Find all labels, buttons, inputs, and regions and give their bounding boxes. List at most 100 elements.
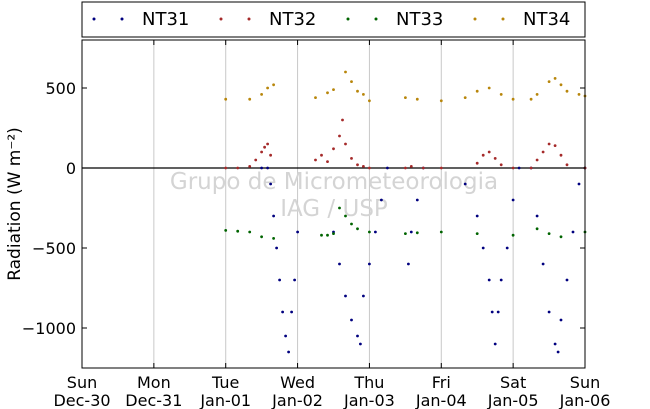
- data-point: [404, 232, 407, 236]
- data-point: [332, 232, 335, 236]
- data-point: [404, 96, 407, 99]
- data-point: [475, 89, 479, 93]
- data-point: [547, 80, 551, 83]
- legend-marker: [120, 17, 124, 21]
- data-point: [275, 246, 278, 250]
- data-point: [559, 318, 563, 322]
- data-point: [248, 165, 252, 168]
- x-tick-date: Jan-06: [559, 391, 611, 409]
- y-axis: −1000 −500 0 500: [22, 79, 585, 338]
- data-point: [511, 198, 515, 202]
- series-nt32: [224, 118, 587, 170]
- data-point: [338, 134, 341, 138]
- data-point: [290, 310, 293, 314]
- data-point: [559, 235, 563, 239]
- y-tick-label: −500: [32, 239, 76, 258]
- y-tick-label: −1000: [22, 319, 76, 338]
- data-point: [547, 142, 551, 146]
- data-point: [272, 83, 275, 87]
- data-point: [374, 230, 377, 234]
- data-point: [236, 166, 240, 170]
- y-tick-label: 500: [45, 79, 76, 98]
- data-point: [490, 310, 494, 314]
- legend-item-nt34: NT34: [473, 9, 570, 30]
- data-point: [260, 150, 263, 154]
- series-nt33: [224, 206, 587, 240]
- data-point: [565, 163, 569, 167]
- x-tick-date: Jan-01: [199, 391, 251, 409]
- data-point: [248, 97, 252, 101]
- x-tick-day: Sun: [67, 373, 97, 392]
- data-point: [341, 118, 344, 122]
- data-point: [368, 99, 371, 103]
- data-point: [368, 166, 371, 170]
- data-point: [278, 278, 281, 282]
- data-point: [511, 233, 515, 237]
- data-point: [517, 166, 521, 170]
- watermark: Grupo de Micrometeorologia IAG / USP: [170, 169, 498, 222]
- data-point: [326, 233, 329, 237]
- data-point: [272, 214, 275, 218]
- data-point: [565, 278, 569, 282]
- plot-area: [81, 39, 586, 369]
- data-point: [463, 182, 467, 186]
- data-point: [314, 158, 317, 162]
- data-point: [547, 310, 551, 314]
- data-point: [356, 334, 359, 338]
- data-point: [350, 80, 353, 83]
- data-point: [356, 89, 359, 93]
- data-point: [577, 182, 581, 186]
- x-tick-date: Jan-02: [271, 391, 323, 409]
- data-point: [362, 165, 365, 168]
- data-point: [350, 318, 353, 322]
- data-point: [320, 233, 323, 237]
- data-point: [350, 157, 353, 160]
- data-point: [356, 227, 359, 231]
- y-tick-label: 0: [66, 159, 76, 178]
- data-point: [553, 77, 557, 80]
- data-point: [529, 166, 533, 170]
- data-point: [553, 144, 557, 148]
- data-point: [529, 97, 533, 101]
- data-point: [362, 294, 365, 298]
- data-point: [284, 334, 287, 338]
- data-point: [368, 262, 371, 266]
- data-point: [463, 96, 467, 99]
- legend-marker: [92, 17, 96, 21]
- x-tick-date: Dec-31: [125, 391, 182, 409]
- data-point: [266, 142, 269, 146]
- x-axis: SunDec-30MonDec-31TueJan-01WedJan-02ThuJ…: [53, 40, 610, 409]
- data-point: [556, 350, 560, 354]
- x-tick-date: Jan-03: [343, 391, 395, 409]
- data-point: [293, 278, 296, 282]
- x-tick-day: Wed: [280, 373, 315, 392]
- data-point: [296, 230, 299, 234]
- data-point: [344, 142, 347, 146]
- data-point: [439, 166, 443, 170]
- data-point: [260, 235, 263, 239]
- data-point: [505, 246, 509, 250]
- data-point: [344, 294, 347, 298]
- legend-item-nt31: NT31: [92, 9, 189, 30]
- legend-marker: [501, 17, 505, 21]
- data-point: [571, 230, 575, 234]
- data-point: [368, 230, 371, 234]
- legend-marker: [247, 17, 251, 21]
- data-point: [362, 93, 365, 96]
- data-point: [439, 230, 443, 234]
- x-tick-date: Jan-04: [415, 391, 467, 409]
- data-point: [547, 232, 551, 236]
- data-point: [421, 166, 425, 170]
- data-point: [409, 230, 413, 234]
- legend-marker: [219, 17, 223, 21]
- data-point: [535, 93, 539, 96]
- data-point: [493, 157, 497, 160]
- x-tick-day: Tue: [211, 373, 239, 392]
- data-point: [553, 342, 557, 346]
- data-point: [475, 161, 479, 165]
- data-point: [487, 86, 491, 90]
- legend-box: [81, 1, 586, 38]
- data-point: [338, 206, 341, 210]
- data-point: [332, 88, 335, 91]
